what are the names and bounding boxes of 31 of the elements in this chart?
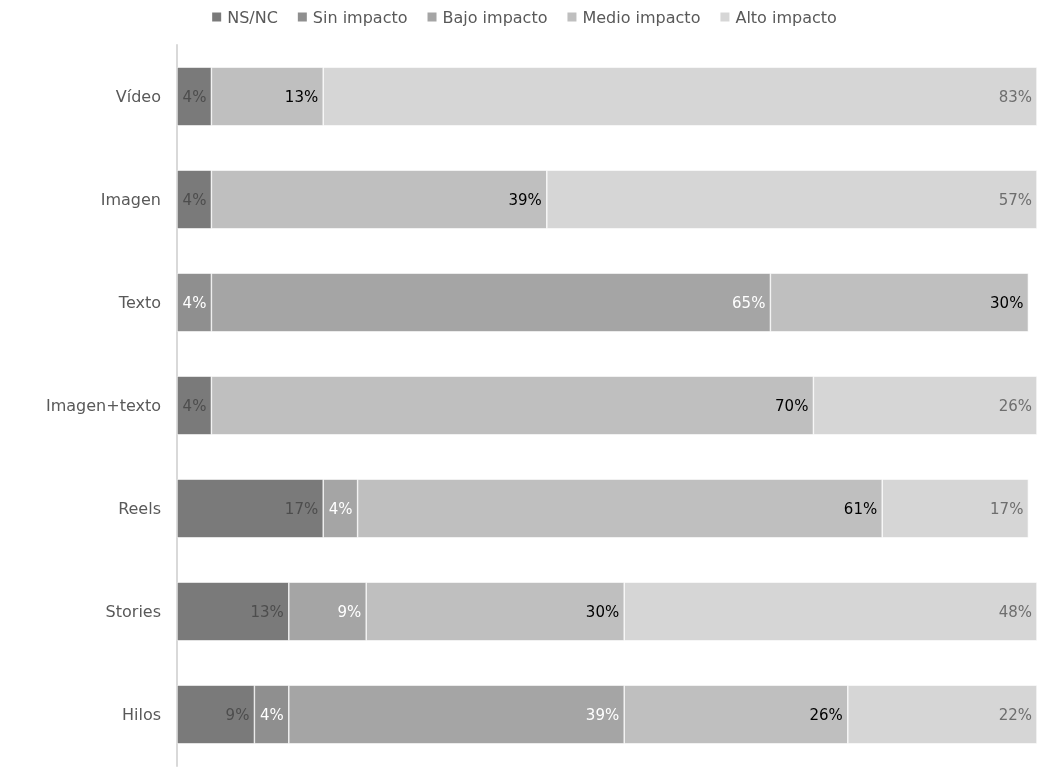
data-label: 61% — [843, 499, 878, 518]
data-label: 17% — [990, 499, 1024, 518]
data-label: 70% — [775, 396, 809, 415]
data-label: 57% — [998, 190, 1032, 209]
data-label: 26% — [998, 396, 1032, 415]
data-label: 65% — [732, 293, 766, 312]
y-tick-label: Stories — [105, 602, 161, 621]
data-label: 30% — [585, 602, 620, 621]
data-label: 4% — [260, 705, 284, 724]
data-label: 39% — [585, 705, 620, 724]
data-label: 48% — [998, 602, 1032, 621]
y-tick-label: Imagen — [100, 190, 161, 209]
y-tick-label: Texto — [117, 293, 161, 312]
data-label: 4% — [182, 293, 207, 312]
y-tick-label: Reels — [118, 499, 161, 518]
data-label: 39% — [508, 190, 542, 209]
data-label: 13% — [284, 87, 319, 106]
legend-label: Alto impacto — [735, 7, 837, 27]
data-label: 30% — [990, 293, 1024, 312]
legend-label: NS/NC — [227, 7, 278, 27]
data-label: 26% — [809, 705, 843, 724]
legend-label: Medio impacto — [582, 7, 701, 27]
data-label: 4% — [328, 499, 353, 518]
data-label: 9% — [337, 602, 362, 621]
legend-label: Bajo impacto — [442, 7, 548, 27]
y-tick-label: Hilos — [121, 705, 161, 724]
legend-label: Sin impacto — [312, 7, 408, 27]
data-label: 22% — [998, 705, 1032, 724]
y-tick-label: Imagen+texto — [45, 396, 161, 415]
data-label: 83% — [998, 87, 1032, 106]
y-tick-label: Vídeo — [115, 87, 161, 106]
